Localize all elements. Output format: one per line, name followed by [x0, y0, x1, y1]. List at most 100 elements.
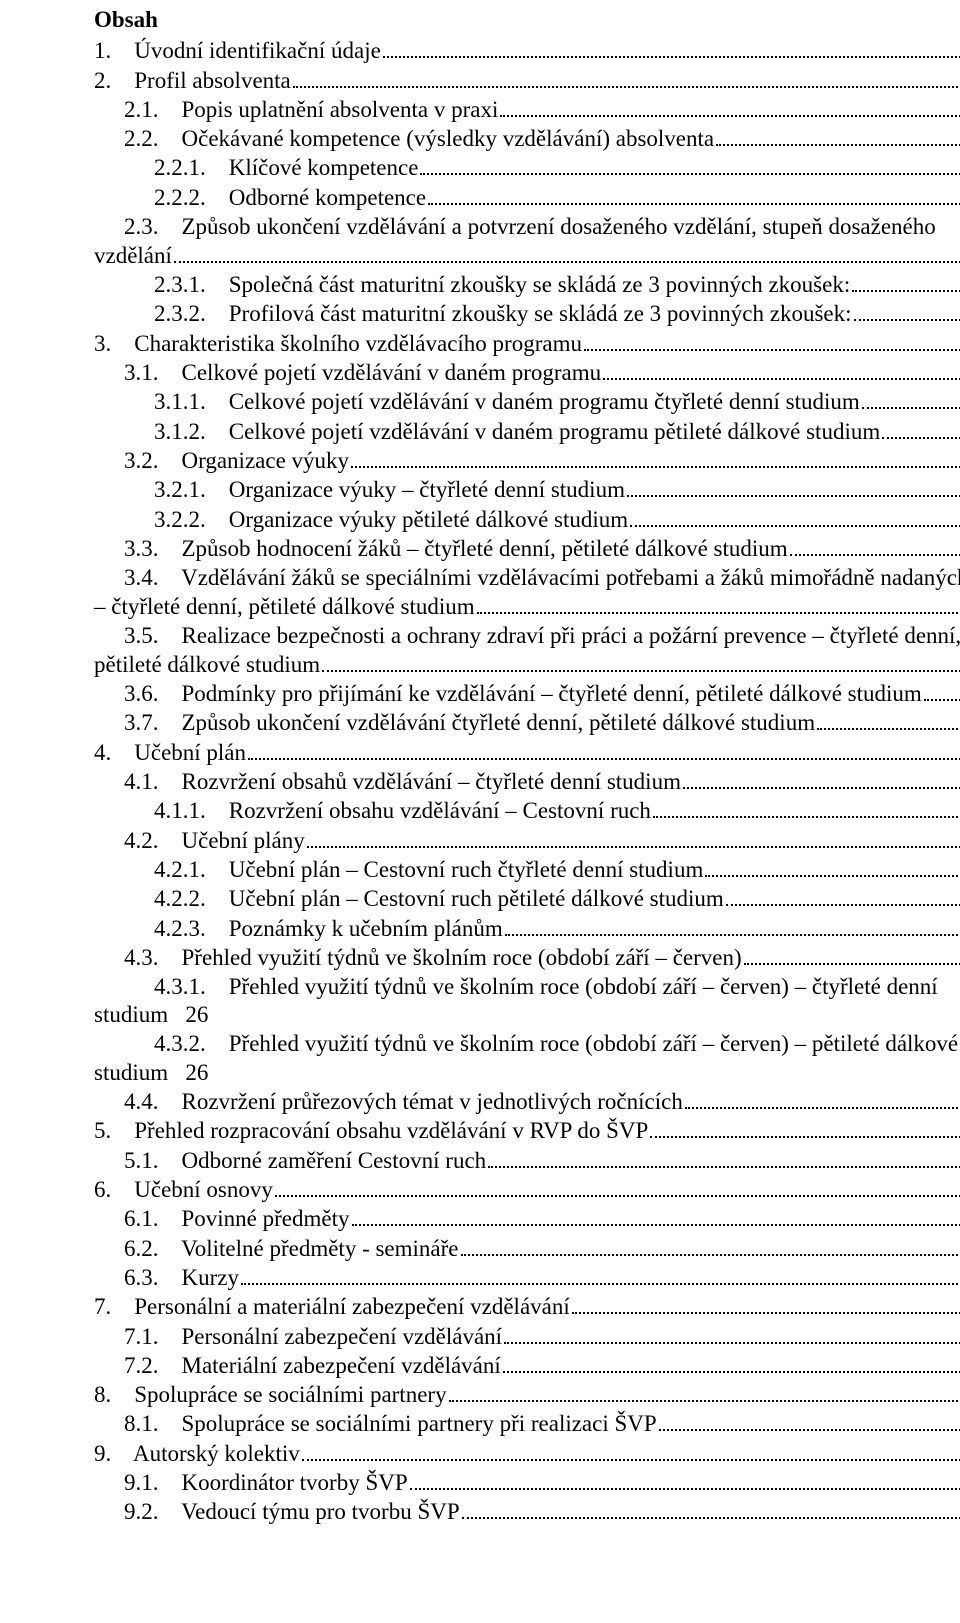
toc-entry: 4.2.3. Poznámky k učebním plánům25	[94, 914, 960, 943]
toc-entry-continuation: studium 26	[94, 1059, 960, 1088]
toc-label: 2.2.2. Odborné kompetence	[154, 184, 426, 213]
toc-entry-continuation: – čtyřleté denní, pětileté dálkové studi…	[94, 592, 960, 621]
toc-leader	[716, 125, 960, 147]
toc-label: 9. Autorský kolektiv	[94, 1440, 300, 1469]
toc-entry: 2.3. Způsob ukončení vzdělávání a potvrz…	[94, 213, 960, 242]
toc-leader	[603, 358, 960, 380]
toc-entry: 8. Spolupráce se sociálními partnery38	[94, 1381, 960, 1410]
toc-leader	[683, 768, 960, 790]
toc-leader	[653, 797, 960, 819]
toc-leader	[488, 1146, 960, 1168]
toc-leader	[174, 241, 960, 263]
toc-leader	[584, 329, 960, 351]
toc-leader	[307, 826, 960, 848]
toc-leader	[650, 1117, 960, 1139]
toc-label: 8. Spolupráce se sociálními partnery	[94, 1381, 447, 1410]
toc-label: 6.2. Volitelné předměty - semináře	[124, 1235, 459, 1264]
toc-entry: 7.1. Personální zabezpečení vzdělávání33	[94, 1322, 960, 1351]
toc-entry: 3.1.1. Celkové pojetí vzdělávání v daném…	[94, 388, 960, 417]
toc-leader	[410, 1468, 960, 1490]
toc-entry: 6.2. Volitelné předměty - semináře32	[94, 1234, 960, 1263]
toc-entry: 6.3. Kurzy32	[94, 1263, 960, 1292]
toc-entry: 3.6. Podmínky pro přijímání ke vzděláván…	[94, 680, 960, 709]
toc-leader	[383, 37, 960, 59]
toc-entry: 3.1.2. Celkové pojetí vzdělávání v daném…	[94, 417, 960, 446]
toc-label: 6.3. Kurzy	[124, 1264, 239, 1293]
toc-entry: 4.4. Rozvržení průřezových témat v jedno…	[94, 1088, 960, 1117]
toc-entry-continuation: pětileté dálkové studium19	[94, 650, 960, 679]
toc-leader	[449, 1381, 960, 1403]
toc-label: 3.6. Podmínky pro přijímání ke vzděláván…	[124, 680, 922, 709]
toc-entry: 3.1. Celkové pojetí vzdělávání v daném p…	[94, 358, 960, 387]
toc-entry: 3.3. Způsob hodnocení žáků – čtyřleté de…	[94, 534, 960, 563]
toc-label: 2.3.2. Profilová část maturitní zkoušky …	[154, 300, 852, 329]
toc-leader	[572, 1293, 960, 1315]
toc-label: 2.2.1. Klíčové kompetence	[154, 154, 418, 183]
toc-entry: 9. Autorský kolektiv39	[94, 1439, 960, 1468]
toc-leader	[352, 1205, 960, 1227]
toc-label: 3.2.2. Organizace výuky pětileté dálkové…	[154, 506, 628, 535]
toc-label: 9.1. Koordinátor tvorby ŠVP	[124, 1469, 408, 1498]
toc-label: 4.2.3. Poznámky k učebním plánům	[154, 915, 503, 944]
toc-leader	[302, 1439, 960, 1461]
toc-entry: 2.1. Popis uplatnění absolventa v praxi5	[94, 95, 960, 124]
toc-entry: 9.2. Vedoucí týmu pro tvorbu ŠVP39	[94, 1498, 960, 1527]
toc-label: – čtyřleté denní, pětileté dálkové studi…	[94, 593, 475, 622]
toc-label: 6. Učební osnovy	[94, 1176, 273, 1205]
toc-label: 3.1.2. Celkové pojetí vzdělávání v daném…	[154, 418, 880, 447]
toc-leader	[275, 1176, 960, 1198]
toc-leader	[659, 1410, 960, 1432]
toc-label: 7.1. Personální zabezpečení vzdělávání	[124, 1323, 502, 1352]
toc-entry: 4.1. Rozvržení obsahů vzdělávání – čtyřl…	[94, 768, 960, 797]
toc-label: 4. Učební plán	[94, 739, 246, 768]
toc-label: 5. Přehled rozpracování obsahu vzděláván…	[94, 1117, 648, 1146]
page-number: 2	[94, 1547, 960, 1576]
toc-entry: 3.2.2. Organizace výuky pětileté dálkové…	[94, 505, 960, 534]
toc-entry: 5. Přehled rozpracování obsahu vzděláván…	[94, 1117, 960, 1146]
toc-entry: 3.2. Organizace výuky14	[94, 446, 960, 475]
toc-entry: 3.2.1. Organizace výuky – čtyřleté denní…	[94, 476, 960, 505]
toc-entry: 5.1. Odborné zaměření Cestovní ruch30	[94, 1146, 960, 1175]
toc-leader	[477, 592, 960, 614]
toc-label: 2.1. Popis uplatnění absolventa v praxi	[124, 96, 498, 125]
toc-leader	[351, 446, 960, 468]
toc-entry: 4.3.1. Přehled využití týdnů ve školním …	[94, 973, 960, 1002]
toc-label: 5.1. Odborné zaměření Cestovní ruch	[124, 1147, 486, 1176]
toc-label: 3.3. Způsob hodnocení žáků – čtyřleté de…	[124, 535, 788, 564]
toc-label: 4.2.1. Učební plán – Cestovní ruch čtyřl…	[154, 856, 703, 885]
toc-label: 4.3. Přehled využití týdnů ve školním ro…	[124, 944, 742, 973]
toc-entry: 2.2.1. Klíčové kompetence6	[94, 154, 960, 183]
toc-entry: 2. Profil absolventa5	[94, 66, 960, 95]
toc-entry: 4. Učební plán21	[94, 738, 960, 767]
toc-label: 3.2.1. Organizace výuky – čtyřleté denní…	[154, 476, 625, 505]
toc-label: 3.1. Celkové pojetí vzdělávání v daném p…	[124, 359, 601, 388]
toc-leader	[630, 505, 960, 527]
toc-entry: 6.1. Povinné předměty32	[94, 1205, 960, 1234]
toc-label: 3.1.1. Celkové pojetí vzdělávání v daném…	[154, 388, 860, 417]
toc-label: 3. Charakteristika školního vzdělávacího…	[94, 330, 582, 359]
toc-label: 9.2. Vedoucí týmu pro tvorbu ŠVP	[124, 1498, 460, 1527]
toc-entry-continuation: vzdělání10	[94, 241, 960, 270]
toc-leader	[428, 183, 960, 205]
toc-entry: 6. Učební osnovy32	[94, 1176, 960, 1205]
toc-entry: 4.2. Učební plány22	[94, 826, 960, 855]
toc-leader	[241, 1263, 960, 1285]
toc-label: 1. Úvodní identifikační údaje	[94, 37, 381, 66]
toc-leader	[726, 885, 960, 907]
toc-entry: 2.3.2. Profilová část maturitní zkoušky …	[94, 300, 960, 329]
toc-leader	[503, 1351, 960, 1373]
toc-entry: 3.5. Realizace bezpečnosti a ochrany zdr…	[94, 622, 960, 651]
toc-label: 4.2. Učební plány	[124, 827, 305, 856]
toc-label: 4.2.2. Učební plán – Cestovní ruch pětil…	[154, 885, 724, 914]
toc-leader	[790, 534, 960, 556]
toc-entry: 2.2. Očekávané kompetence (výsledky vzdě…	[94, 125, 960, 154]
toc-leader	[461, 1234, 960, 1256]
toc-entry: 4.3. Přehled využití týdnů ve školním ro…	[94, 943, 960, 972]
toc-leader	[500, 95, 960, 117]
toc-label: 8.1. Spolupráce se sociálními partnery p…	[124, 1410, 657, 1439]
toc-entry: 2.3.1. Společná část maturitní zkoušky s…	[94, 271, 960, 300]
toc-leader	[744, 943, 960, 965]
toc-leader	[685, 1088, 960, 1110]
toc-label: 4.1. Rozvržení obsahů vzdělávání – čtyřl…	[124, 768, 681, 797]
table-of-contents: 1. Úvodní identifikační údaje42. Profil …	[94, 37, 960, 1527]
